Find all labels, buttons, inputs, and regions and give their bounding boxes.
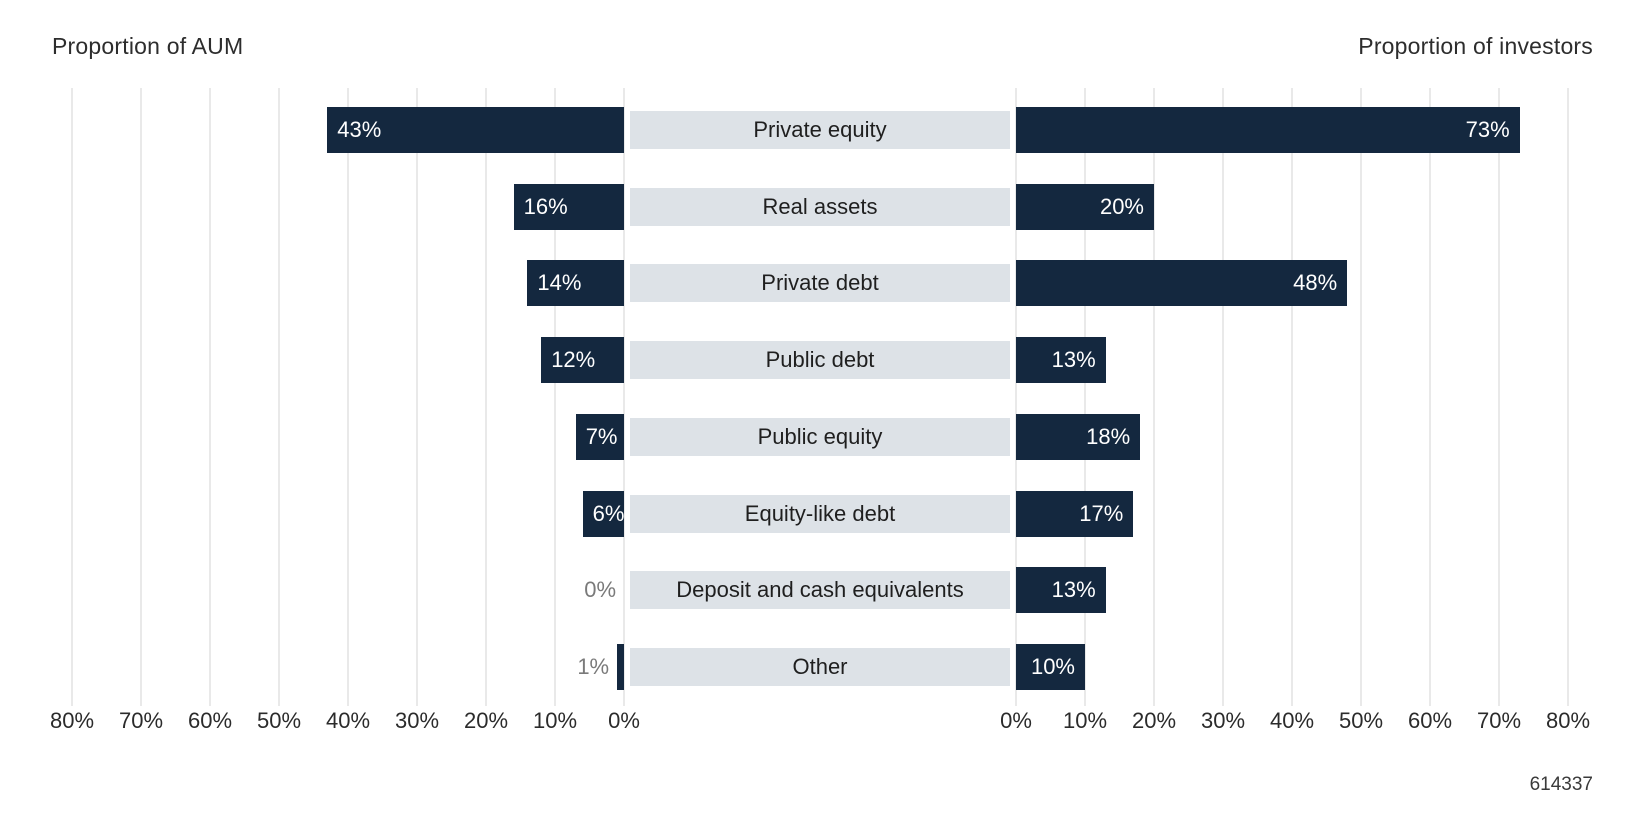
- category-band: Real assets: [630, 188, 1010, 226]
- axis-tick-label-right: 70%: [1476, 708, 1522, 733]
- gridline-right: [1291, 88, 1293, 706]
- gridline-left: [347, 88, 349, 706]
- gridline-left: [140, 88, 142, 706]
- category-label: Real assets: [762, 194, 878, 219]
- bar-right: 73%: [1016, 107, 1520, 153]
- bar-right: 13%: [1016, 337, 1106, 383]
- axis-tick-label-left: 80%: [49, 708, 95, 733]
- bar-value-label: 6%: [592, 501, 625, 526]
- gridline-left: [623, 88, 625, 706]
- axis-tick-label-right: 80%: [1545, 708, 1591, 733]
- axis-tick-label-left: 20%: [463, 708, 509, 733]
- bar-right: 18%: [1016, 414, 1141, 460]
- bar-value-label: 13%: [1051, 577, 1096, 602]
- category-label: Private equity: [753, 117, 887, 142]
- category-band: Private equity: [630, 111, 1010, 149]
- bar-left: 43%: [327, 107, 624, 153]
- category-band: Public equity: [630, 418, 1010, 456]
- category-label: Private debt: [761, 270, 879, 295]
- bar-left: 16%: [513, 184, 624, 230]
- bar-left: 14%: [527, 260, 624, 306]
- gridline-right: [1498, 88, 1500, 706]
- bar-value-label: 43%: [337, 117, 382, 142]
- axis-tick-label-left: 30%: [394, 708, 440, 733]
- axis-tick-label-left: 0%: [608, 708, 640, 733]
- category-band: Deposit and cash equivalents: [630, 571, 1010, 609]
- category-label: Other: [792, 654, 848, 679]
- bar-left: [617, 644, 624, 690]
- gridline-right: [1153, 88, 1155, 706]
- gridline-left: [278, 88, 280, 706]
- bar-right: 13%: [1016, 567, 1106, 613]
- category-band: Other: [630, 648, 1010, 686]
- bar-value-label: 20%: [1099, 194, 1144, 219]
- bar-value-label: 17%: [1079, 501, 1124, 526]
- bar-value-label: 73%: [1465, 117, 1510, 142]
- category-band: Private debt: [630, 264, 1010, 302]
- category-label: Public debt: [765, 347, 875, 372]
- bar-value-label-muted: 1%: [577, 654, 610, 679]
- gridline-right: [1429, 88, 1431, 706]
- bar-right: 10%: [1016, 644, 1085, 690]
- gridline-left: [485, 88, 487, 706]
- bar-left: 7%: [575, 414, 624, 460]
- bar-value-label-muted: 0%: [584, 577, 616, 602]
- category-band: Equity-like debt: [630, 495, 1010, 533]
- gridline-right: [1222, 88, 1224, 706]
- gridline-right: [1567, 88, 1569, 706]
- gridline-left: [554, 88, 556, 706]
- bar-value-label: 13%: [1051, 347, 1096, 372]
- bar-value-label: 14%: [537, 270, 582, 295]
- left-axis-title: Proportion of AUM: [52, 33, 244, 59]
- bar-value-label: 7%: [585, 424, 618, 449]
- axis-tick-label-left: 50%: [256, 708, 302, 733]
- bar-value-label: 18%: [1086, 424, 1131, 449]
- axis-tick-label-right: 60%: [1407, 708, 1453, 733]
- bar-left: 12%: [541, 337, 624, 383]
- gridline-left: [209, 88, 211, 706]
- axis-tick-label-left: 70%: [118, 708, 164, 733]
- axis-tick-label-right: 50%: [1338, 708, 1384, 733]
- gridline-right: [1015, 88, 1017, 706]
- axis-tick-label-right: 30%: [1200, 708, 1246, 733]
- axis-tick-label-right: 40%: [1269, 708, 1315, 733]
- category-band: Public debt: [630, 341, 1010, 379]
- gridline-right: [1360, 88, 1362, 706]
- right-axis-title: Proportion of investors: [1358, 33, 1593, 59]
- bar-value-label: 16%: [523, 194, 568, 219]
- bar-right: 20%: [1016, 184, 1154, 230]
- gridline-right: [1084, 88, 1086, 706]
- axis-tick-label-right: 20%: [1131, 708, 1177, 733]
- axis-tick-label-left: 60%: [187, 708, 233, 733]
- axis-tick-label-left: 10%: [532, 708, 578, 733]
- category-label: Public equity: [757, 424, 883, 449]
- axis-tick-label-right: 0%: [1000, 708, 1032, 733]
- axis-tick-label-left: 40%: [325, 708, 371, 733]
- category-label: Equity-like debt: [744, 501, 896, 526]
- bar-value-label: 10%: [1030, 654, 1075, 679]
- gridline-left: [416, 88, 418, 706]
- gridline-left: [71, 88, 73, 706]
- bar-value-label: 48%: [1293, 270, 1338, 295]
- bar-right: 48%: [1016, 260, 1348, 306]
- figure-number: 614337: [1529, 774, 1593, 795]
- bar-right: 17%: [1016, 491, 1134, 537]
- category-label: Deposit and cash equivalents: [676, 577, 964, 602]
- bar-left: 6%: [582, 491, 625, 537]
- bar-value-label: 12%: [551, 347, 596, 372]
- axis-tick-label-right: 10%: [1062, 708, 1108, 733]
